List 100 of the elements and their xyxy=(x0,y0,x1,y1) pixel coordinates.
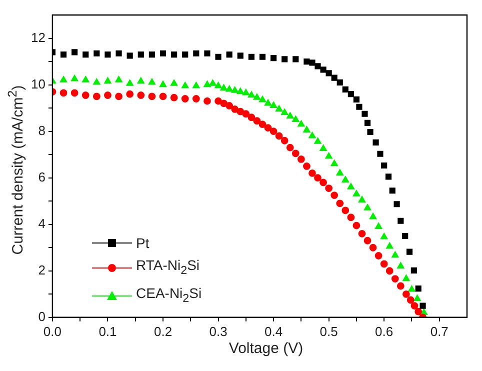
point xyxy=(116,50,122,56)
x-tick-label: 0.0 xyxy=(43,324,62,339)
x-axis-title: Voltage (V) xyxy=(228,340,304,357)
point xyxy=(326,70,332,76)
point xyxy=(104,77,112,84)
point xyxy=(181,95,189,102)
point xyxy=(248,91,256,98)
point xyxy=(406,248,413,255)
point xyxy=(314,174,322,182)
point xyxy=(204,50,210,56)
x-tick-label: 0.4 xyxy=(264,324,283,339)
point xyxy=(275,132,283,140)
point xyxy=(410,267,417,274)
point xyxy=(352,190,360,196)
point xyxy=(258,96,266,102)
y-tick-label: 2 xyxy=(38,262,46,278)
point xyxy=(82,52,89,58)
point xyxy=(347,214,355,222)
point xyxy=(362,110,368,117)
x-tick-label: 0.2 xyxy=(154,324,172,339)
point xyxy=(204,80,211,88)
point xyxy=(381,162,388,169)
point xyxy=(410,302,418,310)
point xyxy=(314,63,321,70)
point xyxy=(286,144,294,152)
point xyxy=(193,50,200,56)
point xyxy=(242,88,250,96)
point xyxy=(309,60,316,66)
point xyxy=(242,110,250,118)
point xyxy=(264,99,272,106)
y-tick-label: 10 xyxy=(30,76,46,92)
point xyxy=(92,92,100,100)
point xyxy=(148,78,156,85)
point xyxy=(237,52,244,59)
point xyxy=(303,162,310,170)
point xyxy=(253,117,261,125)
point xyxy=(259,54,266,60)
point xyxy=(369,244,377,252)
y-tick-label: 12 xyxy=(30,30,46,45)
point xyxy=(377,150,384,157)
point xyxy=(192,95,200,102)
point xyxy=(215,54,222,60)
point xyxy=(314,137,322,144)
point xyxy=(181,82,189,88)
point xyxy=(270,54,277,62)
point xyxy=(308,132,316,138)
point xyxy=(231,86,238,93)
point xyxy=(236,108,244,116)
point xyxy=(231,106,239,113)
point xyxy=(367,128,374,136)
y-tick-label: 6 xyxy=(38,169,46,184)
point xyxy=(248,54,254,60)
point xyxy=(192,82,200,88)
point xyxy=(330,160,338,166)
point xyxy=(209,80,216,86)
point xyxy=(364,204,372,210)
y-tick-label: 4 xyxy=(38,216,46,231)
x-tick-label: 0.6 xyxy=(375,324,394,339)
point xyxy=(402,232,408,240)
point xyxy=(170,80,178,86)
point xyxy=(358,196,366,202)
point xyxy=(70,89,78,97)
point xyxy=(126,90,134,98)
point xyxy=(402,274,410,282)
point xyxy=(358,230,366,238)
point xyxy=(126,52,133,59)
point xyxy=(396,282,404,290)
point xyxy=(280,136,288,144)
point xyxy=(391,275,399,282)
x-tick-label: 0.1 xyxy=(98,324,117,339)
point xyxy=(104,52,111,58)
point xyxy=(93,78,100,85)
point xyxy=(270,102,278,108)
point xyxy=(336,169,344,176)
point xyxy=(352,222,360,230)
point xyxy=(369,212,377,220)
point xyxy=(220,84,228,91)
point xyxy=(408,285,416,292)
point xyxy=(258,120,266,128)
point xyxy=(397,262,404,269)
point xyxy=(386,267,394,275)
point xyxy=(336,200,344,208)
point xyxy=(137,92,145,99)
point xyxy=(342,86,348,92)
point xyxy=(308,169,316,177)
legend-label: CEA-Ni$_{2}$Si xyxy=(136,284,202,307)
point xyxy=(380,232,388,240)
point xyxy=(137,77,145,84)
point xyxy=(72,49,78,56)
point xyxy=(348,91,354,98)
point xyxy=(60,76,68,82)
point xyxy=(160,50,166,56)
point xyxy=(159,92,167,100)
point xyxy=(170,94,178,102)
point xyxy=(386,242,394,249)
point xyxy=(280,108,288,115)
point xyxy=(236,88,244,94)
point xyxy=(325,184,333,192)
point xyxy=(330,192,338,199)
point xyxy=(372,139,379,146)
